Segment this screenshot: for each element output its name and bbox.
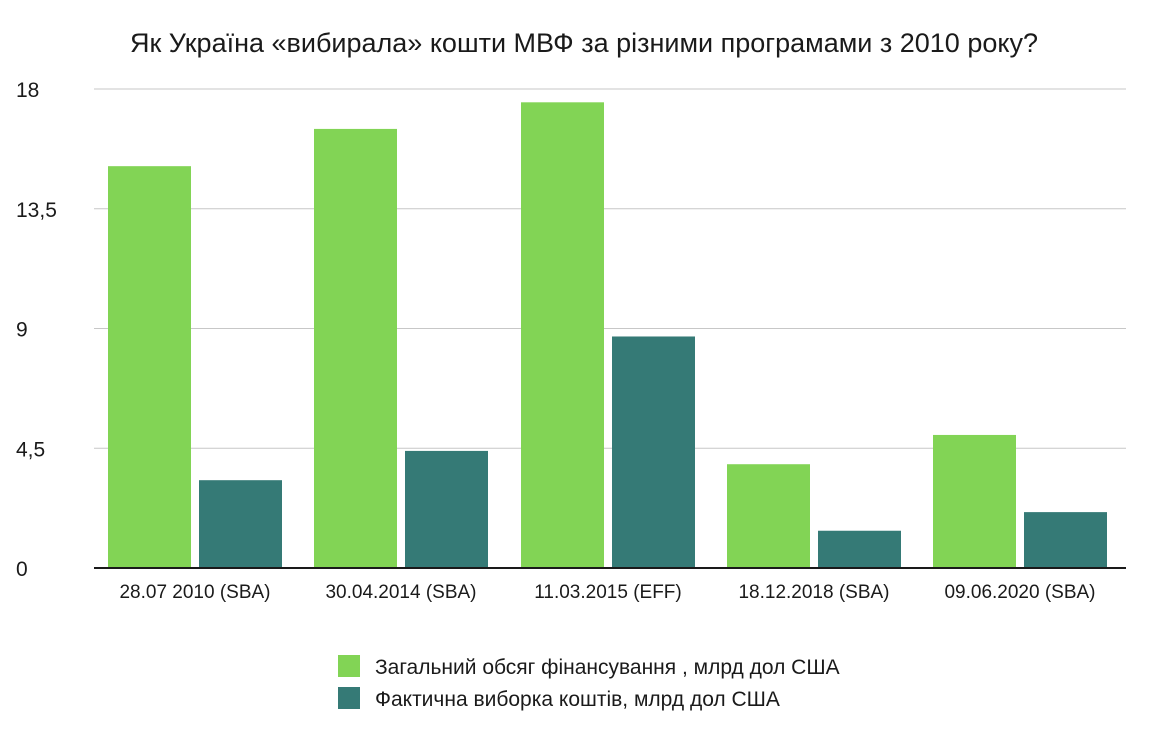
bar-actual — [199, 480, 282, 568]
legend-swatch — [338, 655, 360, 677]
x-category-label: 11.03.2015 (EFF) — [534, 582, 682, 603]
legend-swatch — [338, 687, 360, 709]
bar-total — [933, 434, 1016, 568]
y-tick-label: 13,5 — [16, 199, 57, 222]
y-axis-ticks: 0 4,5 9 13,5 18 — [16, 79, 57, 581]
x-category-label: 09.06.2020 (SBA) — [944, 582, 1095, 603]
y-tick-label: 0 — [16, 558, 28, 581]
bar-total — [314, 128, 397, 568]
bar-actual — [405, 450, 488, 568]
bar-total — [108, 166, 191, 568]
gridlines — [94, 88, 1126, 449]
chart-title: Як Україна «вибирала» кошти МВФ за різни… — [129, 28, 1038, 58]
bar-total — [727, 464, 810, 568]
y-tick-label: 4,5 — [16, 438, 45, 461]
y-tick-label: 9 — [16, 319, 28, 342]
bars — [108, 102, 1107, 569]
bar-actual — [612, 336, 695, 568]
bar-total — [521, 102, 604, 569]
legend: Загальний обсяг фінансування , млрд дол … — [338, 655, 840, 711]
bar-actual — [1024, 512, 1107, 568]
legend-label: Фактична виборка коштів, млрд дол США — [375, 688, 780, 711]
bar-actual — [818, 530, 901, 568]
x-axis-categories: 28.07 2010 (SBA) 30.04.2014 (SBA) 11.03.20… — [119, 582, 1095, 603]
y-tick-label: 18 — [16, 79, 39, 102]
x-category-label: 30.04.2014 (SBA) — [325, 582, 476, 603]
x-category-label: 18.12.2018 (SBA) — [738, 582, 889, 603]
legend-label: Загальний обсяг фінансування , млрд дол … — [375, 656, 840, 679]
x-category-label: 28.07 2010 (SBA) — [119, 582, 270, 603]
